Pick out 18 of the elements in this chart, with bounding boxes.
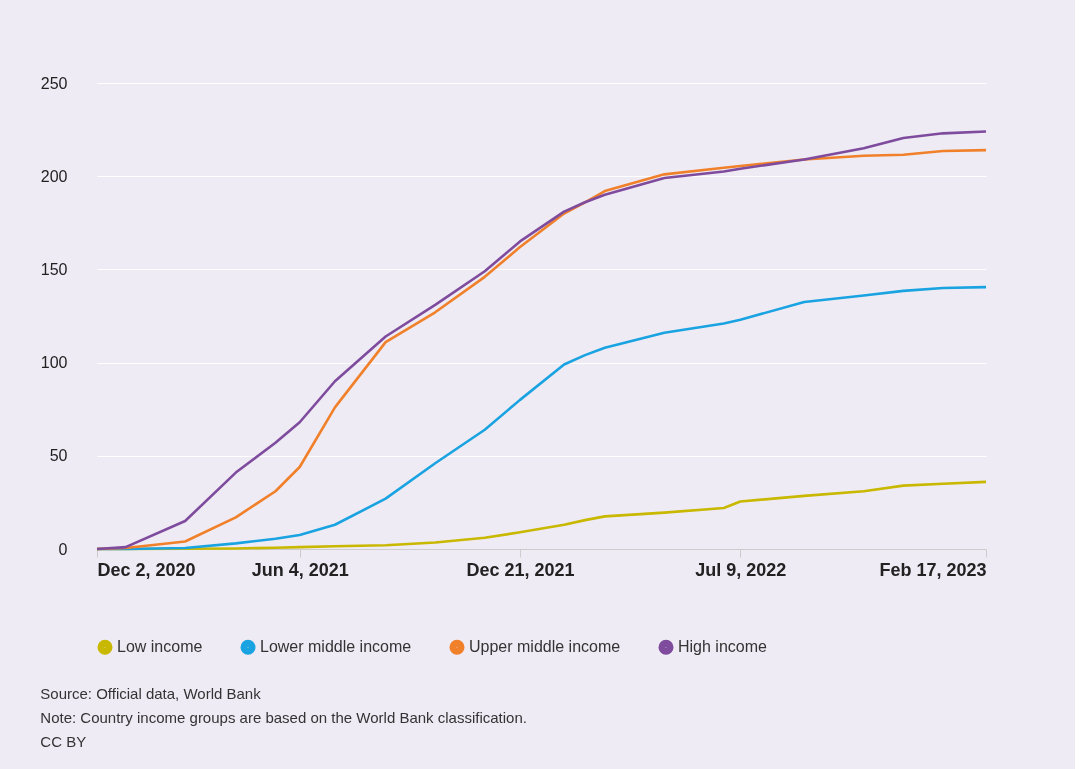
y-tick-label: 150 [40, 260, 68, 278]
x-tick-label: Feb 17, 2023 [879, 559, 987, 580]
text: CC BY [40, 733, 87, 750]
legend-label: Low income [117, 638, 203, 656]
legend-label: High income [678, 638, 768, 656]
y-tick-label: 100 [40, 354, 68, 372]
x-tick-label: Jul 9, 2022 [695, 559, 787, 580]
x-tick-label: Dec 21, 2021 [466, 559, 575, 580]
text: Note: Country income groups are based on the World Bank classification. [40, 709, 527, 726]
y-tick-label: 50 [49, 447, 68, 465]
x-tick-label: Jun 4, 2021 [251, 559, 349, 580]
y-tick-label: 200 [40, 167, 68, 185]
x-tick-label: Dec 2, 2020 [97, 559, 196, 580]
legend-label: Upper middle income [469, 638, 621, 656]
legend-label: Lower middle income [260, 638, 412, 656]
y-tick-label: 250 [40, 74, 68, 92]
source-note: Source: Official data, World Bank [40, 685, 262, 702]
y-tick-label: 0 [58, 540, 68, 558]
